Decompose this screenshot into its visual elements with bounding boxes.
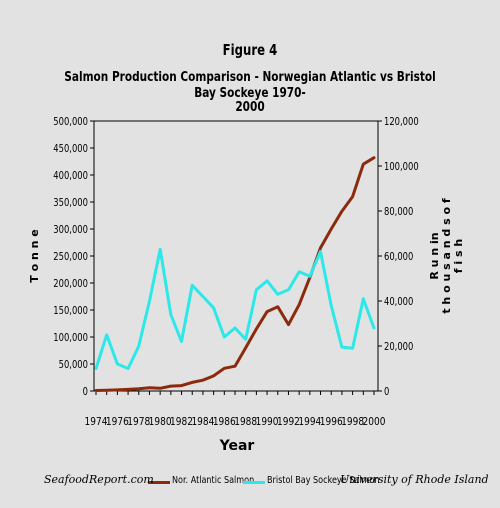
y-right-axis-title-line3: f i s h xyxy=(452,239,465,273)
legend-label-sockeye: Bristol Bay Sockeye Salmon xyxy=(267,475,380,486)
x-tick-label: 1990 xyxy=(256,416,279,428)
legend-swatch-atlantic xyxy=(148,481,170,484)
y-left-tick-label: 100,000 xyxy=(53,332,88,344)
y-left-tick-label: 0 xyxy=(83,386,88,398)
footer-source-right: University of Rhode Island xyxy=(340,473,489,486)
series-line-atlantic xyxy=(94,156,376,392)
y-left-tick-label: 150,000 xyxy=(53,305,88,317)
x-tick-label: 1980 xyxy=(149,416,172,428)
x-tick-label: 1996 xyxy=(320,416,343,428)
x-tick-label: 1976 xyxy=(106,416,129,428)
y-left-axis-title: T o n n e xyxy=(28,229,41,283)
y-left-tick-label: 300,000 xyxy=(53,224,88,236)
x-tick-label: 1998 xyxy=(341,416,364,428)
y-left-tick-label: 250,000 xyxy=(53,251,88,263)
series-line-sockeye xyxy=(94,247,376,370)
y-right-tick-label: 120,000 xyxy=(384,116,419,128)
chart-subtitle-line2: 2000 xyxy=(235,99,265,115)
y-left-tick-label: 50,000 xyxy=(59,359,88,371)
y-left-tick-label: 450,000 xyxy=(53,143,88,155)
y-right-tick-label: 100,000 xyxy=(384,161,419,173)
x-axis-title: Year xyxy=(219,438,255,454)
x-tick-label: 2000 xyxy=(363,416,386,428)
y-right-tick-label: 80,000 xyxy=(384,206,413,218)
y-right-axis-title-line2: t h o u s a n d s o f xyxy=(440,198,453,314)
footer-source-left: SeafoodReport.com xyxy=(44,473,154,486)
y-right-axis-title-line1: R u n in xyxy=(428,232,441,279)
y-right-tick-label: 40,000 xyxy=(384,296,413,308)
y-left-tick-label: 500,000 xyxy=(53,116,88,128)
y-left-tick-label: 200,000 xyxy=(53,278,88,290)
y-left-tick-label: 400,000 xyxy=(53,170,88,182)
legend-label-atlantic: Nor. Atlantic Salmon xyxy=(172,475,255,486)
chart-title: Figure 4 xyxy=(222,41,278,59)
x-tick-label: 1986 xyxy=(213,416,236,428)
y-right-tick-label: 60,000 xyxy=(384,251,413,263)
legend-swatch-sockeye xyxy=(243,481,265,484)
x-tick-label: 1992 xyxy=(277,416,300,428)
x-tick-label: 1994 xyxy=(298,416,321,428)
x-tick-label: 1982 xyxy=(170,416,193,428)
x-tick-label: 1988 xyxy=(234,416,257,428)
x-tick-label: 1984 xyxy=(191,416,214,428)
chart-subtitle-line1: Salmon Production Comparison - Norwegian… xyxy=(64,69,436,101)
y-right-tick-label: 20,000 xyxy=(384,341,413,353)
x-tick-label: 1978 xyxy=(127,416,150,428)
x-tick-label: 1974 xyxy=(85,416,108,428)
y-left-tick-label: 350,000 xyxy=(53,197,88,209)
y-right-tick-label: 0 xyxy=(384,386,389,398)
